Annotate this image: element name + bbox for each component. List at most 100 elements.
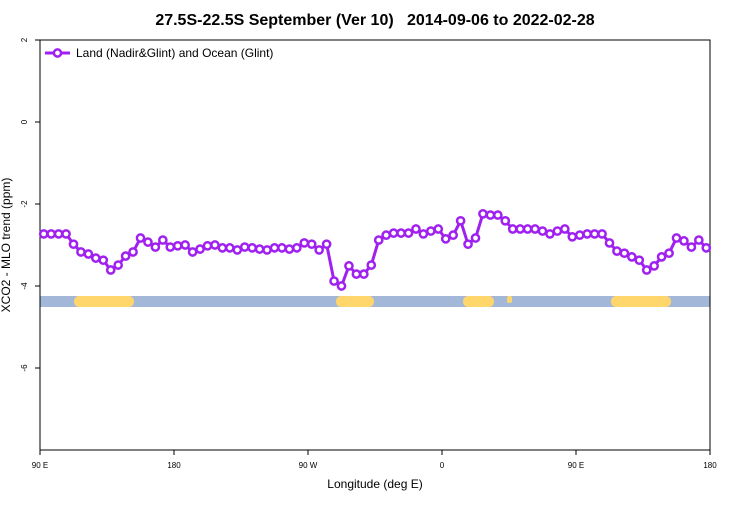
data-point	[217, 243, 228, 253]
data-point	[53, 229, 64, 239]
data-point	[552, 226, 563, 236]
data-point	[634, 255, 645, 266]
data-point	[537, 226, 548, 236]
data-point	[38, 229, 49, 239]
data-point	[381, 230, 392, 241]
data-point	[351, 269, 362, 279]
data-point	[98, 255, 109, 266]
data-point	[559, 224, 570, 234]
data-point	[463, 239, 473, 250]
data-point	[157, 235, 168, 245]
data-point	[83, 249, 94, 259]
data-point	[649, 261, 660, 271]
data-point	[68, 239, 79, 250]
y-axis-label: XCO2 - MLO trend (ppm)	[0, 178, 13, 313]
data-point	[46, 229, 57, 239]
data-point	[202, 240, 213, 251]
data-point	[172, 240, 183, 251]
data-point	[403, 228, 414, 238]
data-point	[61, 229, 71, 239]
chart-title: 27.5S-22.5S September (Ver 10) 2014-09-0…	[155, 12, 594, 29]
data-point	[306, 239, 317, 250]
data-point	[589, 229, 600, 239]
data-point	[396, 228, 406, 238]
land-patch	[336, 296, 374, 307]
data-point	[641, 265, 652, 275]
data-point	[239, 242, 250, 252]
land-ocean-strip	[40, 296, 710, 307]
data-point	[128, 247, 138, 257]
data-point	[619, 248, 630, 259]
data-point	[277, 243, 287, 253]
data-point	[180, 240, 191, 250]
data-point	[195, 244, 205, 254]
data-point	[135, 233, 146, 243]
data-point	[358, 269, 369, 279]
data-point	[656, 252, 667, 262]
data-point	[574, 230, 585, 241]
y-tick-label: -4	[20, 282, 29, 290]
data-point	[165, 242, 176, 252]
data-point	[507, 224, 518, 234]
y-tick-label: -6	[20, 364, 29, 372]
x-tick-label: 90 W	[299, 461, 318, 470]
legend-label: Land (Nadir&Glint) and Ocean (Glint)	[76, 46, 273, 60]
data-point	[440, 234, 451, 244]
data-point	[455, 215, 466, 226]
data-point	[187, 247, 198, 257]
data-point	[530, 224, 540, 234]
data-point	[299, 238, 310, 248]
data-point	[626, 252, 637, 262]
data-point	[425, 226, 436, 236]
ocean-strip	[40, 296, 710, 307]
land-patch	[611, 296, 671, 307]
data-point	[485, 210, 496, 220]
data-point	[329, 276, 339, 286]
data-point	[686, 242, 697, 252]
data-point	[321, 239, 332, 250]
data-point	[344, 261, 354, 271]
data-point	[693, 235, 704, 245]
land-patch	[463, 296, 494, 307]
data-point	[545, 229, 555, 239]
data-point	[671, 233, 682, 243]
data-point	[470, 233, 481, 243]
data-point	[388, 228, 399, 238]
data-point	[492, 210, 503, 220]
data-point	[522, 224, 533, 234]
data-point	[418, 229, 429, 239]
x-tick-label: 180	[703, 461, 717, 470]
data-point	[433, 224, 444, 234]
data-point	[612, 246, 622, 256]
data-point	[284, 244, 295, 254]
data-point	[597, 229, 607, 239]
data-point	[291, 243, 302, 253]
data-point	[478, 208, 488, 219]
data-point	[448, 230, 459, 241]
data-point	[262, 245, 272, 255]
x-tick-label: 180	[167, 461, 181, 470]
data-point	[113, 260, 124, 270]
data-point	[232, 245, 243, 255]
data-point	[120, 251, 131, 261]
data-point	[254, 244, 265, 254]
data-point	[76, 247, 86, 257]
data-point	[515, 224, 526, 234]
data-point	[336, 281, 347, 291]
y-tick-label: -2	[20, 200, 29, 208]
data-point	[269, 243, 280, 253]
data-point	[224, 243, 235, 253]
data-point	[90, 253, 101, 263]
x-tick-label: 0	[440, 461, 445, 470]
data-point	[582, 229, 593, 239]
data-point	[701, 243, 712, 253]
data-point	[314, 245, 325, 255]
data-point	[500, 215, 511, 226]
data-point	[210, 240, 220, 250]
data-point	[567, 231, 578, 242]
data-point	[411, 224, 421, 234]
data-point	[247, 243, 258, 253]
x-axis-label: Longitude (deg E)	[327, 477, 422, 491]
data-point	[664, 248, 674, 259]
